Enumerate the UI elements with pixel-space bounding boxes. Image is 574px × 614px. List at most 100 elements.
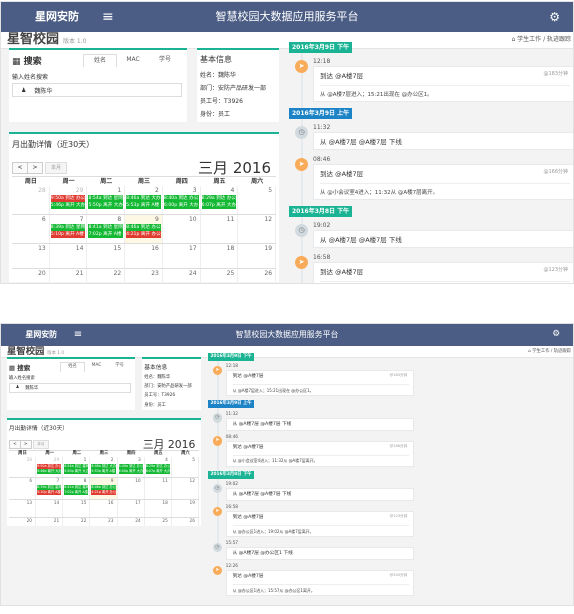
calendar-day-cell[interactable]: 29 9:50a 到达 办公 5:46p 离开 大办 (36, 457, 64, 478)
calendar-today-button[interactable]: 本月 (32, 439, 50, 449)
calendar-day-cell[interactable]: 6 (12, 215, 50, 243)
calendar-event[interactable]: 8:46a 到达 办公 (91, 484, 116, 490)
calendar-event[interactable]: 5:50p 离开 大办 (88, 202, 124, 209)
calendar-day-cell[interactable]: 10 (118, 478, 145, 499)
tab-name[interactable]: 姓名 (60, 361, 86, 372)
timeline-card[interactable]: 从 @A楼7层 @办公区1 下线 (225, 547, 415, 561)
calendar-day-cell[interactable]: 16 (125, 244, 163, 268)
timeline-card[interactable]: 从 @A楼7层 @A楼7层 下线 (313, 132, 573, 150)
calendar-day-cell[interactable]: 9 8:46a 到达 办公 4:21p 离开 办公 (90, 478, 118, 499)
calendar-event[interactable]: 8:29a 到达 办公 (201, 195, 237, 202)
calendar-day-cell[interactable]: 22 (63, 517, 91, 526)
calendar-day-cell[interactable]: 24 (163, 269, 201, 282)
calendar-event[interactable]: 5:10p 离开 A楼 (37, 489, 62, 496)
tab-name[interactable]: 姓名 (83, 54, 117, 67)
calendar-day-cell[interactable]: 15 (63, 499, 91, 517)
tab-mac[interactable]: MAC (91, 362, 102, 368)
calendar-event[interactable]: 8:54a 到达 星网 (64, 463, 89, 469)
calendar-day-cell[interactable]: 5 (238, 186, 277, 214)
calendar-day-cell[interactable]: 2 8:46a 到达 大办 5:53p 离开 A楼 (90, 457, 118, 478)
calendar-day-cell[interactable]: 7 8:39a 到达 星网 5:10p 离开 A楼 (50, 215, 88, 243)
calendar-next-button[interactable]: > (27, 162, 43, 174)
timeline-card[interactable]: 从 @A楼7层 @A楼7层 下线 (225, 417, 415, 431)
calendar-day-cell[interactable]: 7 8:39a 到达 星网 5:10p 离开 A楼 (36, 478, 64, 499)
calendar-day-cell[interactable]: 10 (163, 215, 201, 243)
search-input[interactable]: ♟ 魏陈华 (12, 83, 182, 97)
calendar-day-cell[interactable]: 12 (238, 215, 277, 243)
brand-logo[interactable]: 星网安防 (35, 10, 79, 23)
calendar-day-cell[interactable]: 28 (9, 457, 37, 478)
calendar-day-cell[interactable]: 24 (118, 517, 145, 526)
calendar-day-cell[interactable]: 5 (172, 457, 199, 478)
timeline-card[interactable]: 从 @A楼7层 @A楼7层 下线 (313, 230, 573, 248)
calendar-event[interactable]: 5:46p 离开 大办 (37, 468, 62, 474)
calendar-event[interactable]: 9:50a 到达 办公 (50, 195, 86, 202)
calendar-event[interactable]: 8:54a 到达 星网 (88, 195, 124, 202)
gear-icon[interactable]: ⚙ (552, 329, 560, 339)
calendar-event[interactable]: 9:50a 到达 办公 (37, 463, 62, 469)
search-input[interactable]: ♟ 魏陈华 (8, 382, 132, 393)
calendar-day-cell[interactable]: 26 (238, 269, 277, 282)
calendar-day-cell[interactable]: 8 8:41a 到达 星网 7:02p 离开 A楼 (87, 215, 126, 243)
calendar-event[interactable]: 5:46p 离开 大办 (50, 202, 86, 209)
timeline-card[interactable]: 到达 @A楼7层 @166分钟从 @小会议室4进入；11:32从 @A楼7层离开。 (313, 164, 573, 200)
calendar-event[interactable]: 8:29a 到达 办公 (145, 463, 170, 469)
breadcrumb-text[interactable]: 学生工作 / 轨迹跟踪 (532, 348, 571, 354)
timeline-card[interactable]: 从 @A楼7层 @A楼7层 下线 (225, 488, 415, 502)
calendar-event[interactable]: 6:07p 离开 大办 (201, 202, 237, 209)
calendar-event[interactable]: 8:40a 到达 办公 (163, 195, 199, 202)
calendar-day-cell[interactable]: 16 (90, 499, 118, 517)
calendar-day-cell[interactable]: 11 (201, 215, 239, 243)
calendar-day-cell[interactable]: 20 (9, 517, 37, 526)
timeline-card[interactable]: 到达 @A楼7层 @183分钟从 @A楼7层进入；15:21出现在 @办公区1。 (225, 370, 415, 396)
calendar-event[interactable]: 6:00p 离开 大办 (118, 468, 143, 474)
calendar-event[interactable]: 8:41a 到达 星网 (64, 484, 89, 490)
calendar-day-cell[interactable]: 21 (36, 517, 64, 526)
tab-id[interactable]: 学号 (158, 56, 171, 63)
calendar-event[interactable]: 8:40a 到达 办公 (118, 463, 143, 469)
calendar-event[interactable]: 8:39a 到达 星网 (37, 484, 62, 490)
calendar-event[interactable]: 4:21p 离开 办公 (91, 489, 116, 496)
calendar-day-cell[interactable]: 8 8:41a 到达 星网 7:02p 离开 A楼 (63, 478, 91, 499)
calendar-day-cell[interactable]: 3 8:40a 到达 办公 6:00p 离开 大办 (163, 186, 201, 214)
timeline-card[interactable]: 到达 @A楼7层 @123分钟从 @办公区1进入；19:02从 @A楼7层离开。 (225, 511, 415, 538)
calendar-day-cell[interactable]: 4 8:29a 到达 办公 6:07p 离开 大办 (201, 186, 239, 214)
calendar-day-cell[interactable]: 29 9:50a 到达 办公 5:46p 离开 大办 (50, 186, 88, 214)
calendar-day-cell[interactable]: 23 (90, 517, 118, 526)
tab-mac[interactable]: MAC (126, 56, 140, 63)
calendar-day-cell[interactable]: 2 8:46a 到达 大办 5:53p 离开 A楼 (125, 186, 163, 214)
calendar-day-cell[interactable]: 21 (50, 269, 88, 282)
calendar-day-cell[interactable]: 23 (125, 269, 163, 282)
timeline-card[interactable]: 到达 @A楼7层 @166分钟从 @小会议室4进入；11:32从 @A楼7层离开。 (225, 440, 415, 467)
breadcrumb-text[interactable]: 学生工作 / 轨迹跟踪 (517, 36, 571, 43)
tab-id[interactable]: 学号 (115, 362, 124, 368)
calendar-event[interactable]: 8:46a 到达 办公 (126, 224, 161, 231)
calendar-day-cell[interactable]: 13 (12, 244, 50, 268)
calendar-day-cell[interactable]: 22 (87, 269, 126, 282)
calendar-day-cell[interactable]: 25 (145, 517, 172, 526)
calendar-day-cell[interactable]: 18 (145, 499, 172, 517)
calendar-day-cell[interactable]: 4 8:29a 到达 办公 6:07p 离开 大办 (145, 457, 172, 478)
menu-icon[interactable]: ≡ (102, 9, 114, 25)
calendar-day-cell[interactable]: 9 8:46a 到达 办公 4:21p 离开 办公 (125, 215, 163, 243)
calendar-event[interactable]: 5:53p 离开 A楼 (91, 468, 116, 474)
calendar-day-cell[interactable]: 28 (12, 186, 50, 214)
calendar-day-cell[interactable]: 15 (87, 244, 126, 268)
calendar-event[interactable]: 6:00p 离开 大办 (163, 202, 199, 209)
calendar-day-cell[interactable]: 19 (172, 499, 199, 517)
calendar-event[interactable]: 5:53p 离开 A楼 (126, 202, 161, 209)
calendar-day-cell[interactable]: 13 (9, 499, 37, 517)
calendar-day-cell[interactable]: 6 (9, 478, 37, 499)
calendar-event[interactable]: 6:07p 离开 大办 (145, 468, 170, 474)
calendar-day-cell[interactable]: 25 (201, 269, 239, 282)
calendar-day-cell[interactable]: 1 8:54a 到达 星网 5:50p 离开 大办 (63, 457, 91, 478)
gear-icon[interactable]: ⚙ (549, 10, 560, 24)
calendar-day-cell[interactable]: 12 (172, 478, 199, 499)
calendar-day-cell[interactable]: 1 8:54a 到达 星网 5:50p 离开 大办 (87, 186, 126, 214)
calendar-day-cell[interactable]: 19 (238, 244, 277, 268)
calendar-day-cell[interactable]: 17 (163, 244, 201, 268)
calendar-event[interactable]: 8:46a 到达 大办 (126, 195, 161, 202)
calendar-today-button[interactable]: 本月 (45, 162, 67, 174)
calendar-day-cell[interactable]: 14 (50, 244, 88, 268)
